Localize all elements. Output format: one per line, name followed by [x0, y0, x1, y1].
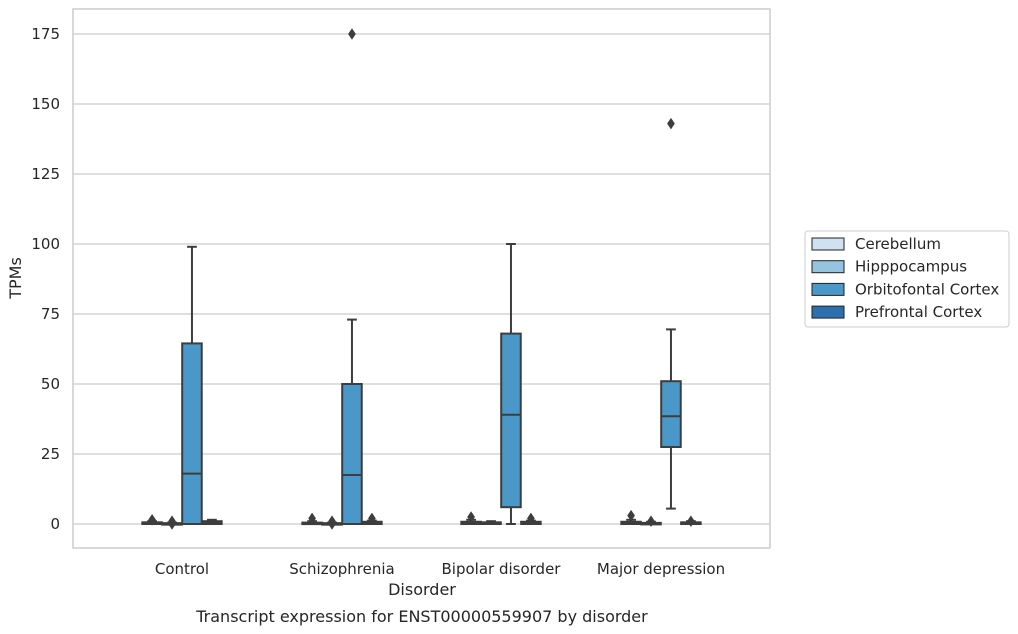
- box-prefrontal-cortex-1: [361, 512, 383, 526]
- y-tick-label: 75: [41, 305, 60, 323]
- legend-label: Prefrontal Cortex: [855, 303, 982, 321]
- legend-label: Cerebellum: [855, 235, 941, 253]
- outlier-point: [527, 512, 535, 525]
- box-hipppocampus-3: [640, 515, 662, 528]
- outlier-point: [627, 509, 635, 522]
- box-hipppocampus-1: [321, 515, 343, 530]
- x-tick-label: Control: [155, 560, 209, 578]
- y-axis-ticks: 0 25 50 75 100 125 150 175: [31, 25, 60, 533]
- outlier-point: [368, 512, 376, 525]
- y-tick-label: 175: [31, 25, 60, 43]
- y-tick-label: 150: [31, 95, 60, 113]
- box-orbitofontal-cortex-3: [660, 117, 682, 510]
- box-prefrontal-cortex-0: [201, 518, 223, 526]
- x-axis-label: Disorder: [388, 580, 456, 599]
- legend-label: Hipppocampus: [855, 258, 967, 276]
- outlier-point: [308, 512, 316, 525]
- y-tick-label: 100: [31, 235, 60, 253]
- box-cerebellum-2: [460, 511, 482, 526]
- outlier-point: [328, 518, 336, 530]
- y-tick-label: 0: [50, 515, 60, 533]
- legend-swatch: [811, 237, 845, 251]
- box-prefrontal-cortex-2: [520, 512, 542, 526]
- outlier-point: [148, 513, 156, 526]
- outlier-point: [168, 518, 176, 530]
- y-axis-label: TPMs: [6, 257, 25, 300]
- y-tick-label: 25: [41, 445, 60, 463]
- legend: Cerebellum Hipppocampus Orbitofontal Corte…: [804, 230, 1010, 328]
- legend-label: Orbitofontal Cortex: [855, 280, 999, 298]
- box-prefrontal-cortex-3: [680, 515, 702, 528]
- legend-swatch: [811, 305, 845, 319]
- chart-caption: Transcript expression for ENST0000055990…: [195, 607, 648, 626]
- outlier-point: [647, 515, 655, 528]
- outlier-point: [687, 515, 695, 528]
- grid-lines: [73, 33, 770, 525]
- box-cerebellum-1: [301, 512, 323, 526]
- x-tick-label: Schizophrenia: [289, 560, 394, 578]
- x-axis-ticks: Control Schizophrenia Bipolar disorder Majo…: [155, 560, 725, 578]
- box-iqr: [181, 342, 203, 525]
- box-hipppocampus-2: [480, 520, 502, 526]
- box-iqr: [660, 380, 682, 449]
- outlier-point: [667, 117, 675, 130]
- box-orbitofontal-cortex-2: [500, 243, 522, 525]
- legend-frame: [804, 230, 1010, 328]
- outlier-point: [348, 28, 356, 40]
- x-tick-label: Bipolar disorder: [442, 560, 562, 578]
- box-cerebellum-3: [620, 509, 642, 526]
- box-orbitofontal-cortex-1: [341, 28, 363, 525]
- x-tick-label: Major depression: [597, 560, 725, 578]
- box-iqr: [500, 332, 522, 509]
- legend-swatch: [811, 282, 845, 296]
- box-hipppocampus-0: [161, 515, 183, 530]
- box-iqr: [341, 383, 363, 525]
- box-cerebellum-0: [141, 513, 163, 526]
- plot-frame: [72, 8, 771, 549]
- plot-boxes: [141, 28, 702, 530]
- box-orbitofontal-cortex-0: [181, 245, 203, 525]
- legend-swatch: [811, 260, 845, 274]
- outlier-point: [467, 511, 475, 523]
- y-tick-label: 50: [41, 375, 60, 393]
- y-tick-label: 125: [31, 165, 60, 183]
